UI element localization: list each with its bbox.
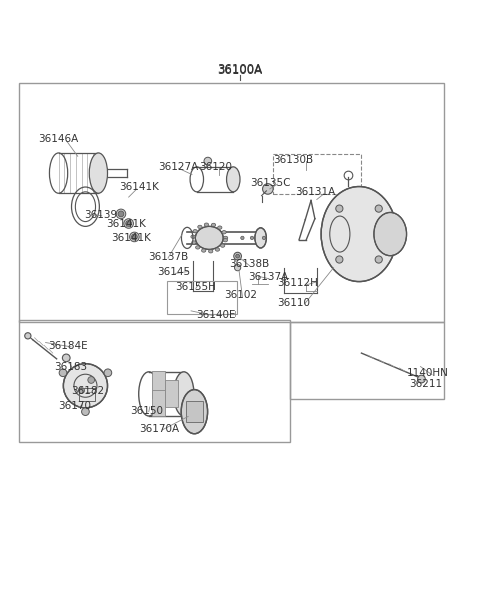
Ellipse shape [375, 256, 383, 263]
Ellipse shape [240, 236, 244, 239]
Text: 36211: 36211 [409, 379, 443, 389]
Text: 36140E: 36140E [196, 310, 235, 320]
Ellipse shape [418, 375, 425, 383]
Ellipse shape [198, 225, 202, 229]
Ellipse shape [251, 236, 253, 239]
Ellipse shape [132, 234, 137, 240]
Bar [19, 83, 444, 322]
Ellipse shape [236, 254, 240, 258]
Ellipse shape [126, 220, 132, 226]
Ellipse shape [59, 369, 67, 376]
Ellipse shape [223, 236, 228, 239]
Ellipse shape [234, 265, 240, 271]
Ellipse shape [82, 408, 89, 415]
Text: 36184E: 36184E [48, 341, 88, 351]
Ellipse shape [62, 354, 70, 362]
Text: 36138B: 36138B [229, 259, 270, 269]
Ellipse shape [336, 256, 343, 263]
Ellipse shape [116, 209, 126, 219]
Text: 36120: 36120 [199, 162, 232, 172]
Bar [290, 322, 444, 399]
Ellipse shape [104, 369, 112, 376]
Ellipse shape [255, 228, 266, 248]
Text: 36141K: 36141K [107, 219, 146, 229]
Ellipse shape [336, 205, 343, 212]
Ellipse shape [374, 212, 407, 256]
Text: 36137A: 36137A [249, 272, 289, 282]
Ellipse shape [174, 372, 194, 416]
Ellipse shape [208, 249, 213, 253]
Ellipse shape [321, 187, 397, 281]
Text: 36139: 36139 [84, 210, 117, 220]
Ellipse shape [222, 230, 226, 234]
Text: 36135C: 36135C [251, 178, 291, 188]
Ellipse shape [195, 226, 223, 249]
Text: 36100A: 36100A [217, 63, 263, 76]
Ellipse shape [195, 246, 200, 249]
Bar [152, 389, 165, 417]
Bar [79, 388, 95, 401]
Text: 36100A: 36100A [217, 64, 263, 77]
Text: 36155H: 36155H [175, 282, 216, 292]
Text: 1140HN: 1140HN [407, 368, 449, 378]
Bar [152, 371, 165, 398]
Text: 36141K: 36141K [111, 233, 151, 243]
Ellipse shape [215, 248, 220, 251]
Text: 36141K: 36141K [119, 183, 159, 193]
Ellipse shape [234, 252, 241, 260]
Ellipse shape [79, 388, 84, 394]
Ellipse shape [25, 333, 31, 339]
Text: 36102: 36102 [225, 291, 258, 300]
Ellipse shape [191, 235, 195, 238]
Ellipse shape [375, 205, 383, 212]
Bar [273, 154, 361, 194]
Bar [186, 401, 203, 422]
Ellipse shape [63, 363, 108, 408]
Text: 36182: 36182 [71, 387, 104, 397]
Bar [167, 281, 237, 314]
Ellipse shape [227, 167, 240, 192]
Ellipse shape [181, 389, 207, 434]
Ellipse shape [220, 244, 225, 247]
Text: 36150: 36150 [131, 405, 164, 415]
Ellipse shape [262, 236, 266, 239]
Ellipse shape [202, 249, 206, 252]
Text: 36170: 36170 [59, 401, 92, 411]
Bar [19, 320, 290, 442]
Text: 36112H: 36112H [277, 278, 318, 288]
Ellipse shape [89, 153, 108, 193]
Text: 36131A: 36131A [295, 187, 336, 197]
Text: 36145: 36145 [157, 268, 191, 277]
Text: 36130B: 36130B [274, 155, 314, 165]
Text: 36183: 36183 [54, 362, 87, 372]
Ellipse shape [118, 211, 124, 217]
Ellipse shape [204, 157, 212, 165]
Ellipse shape [88, 376, 95, 384]
Ellipse shape [193, 229, 197, 233]
Text: 36146A: 36146A [38, 135, 79, 145]
Ellipse shape [204, 223, 209, 226]
Ellipse shape [211, 223, 216, 226]
Ellipse shape [192, 241, 196, 244]
Text: 36127A: 36127A [158, 162, 199, 172]
Text: 36170A: 36170A [139, 424, 180, 434]
Ellipse shape [130, 232, 139, 242]
Ellipse shape [263, 184, 273, 194]
Ellipse shape [223, 239, 228, 242]
Bar [165, 381, 178, 407]
Text: 36137B: 36137B [148, 252, 188, 262]
Text: 36110: 36110 [277, 298, 311, 308]
Ellipse shape [217, 226, 222, 229]
Ellipse shape [124, 219, 133, 228]
